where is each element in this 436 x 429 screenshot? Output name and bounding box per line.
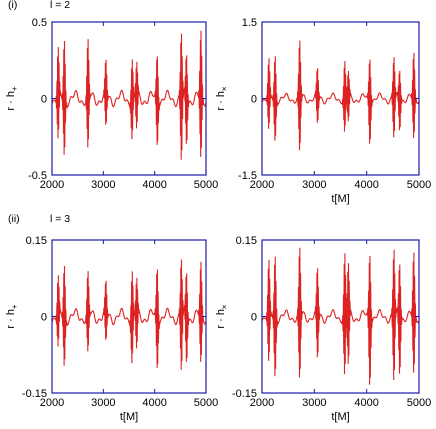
y-tick-label: 1.5: [242, 17, 257, 29]
series-line: [261, 40, 420, 151]
x-tick-label: 4000: [354, 397, 378, 409]
x-tick-label: 2000: [250, 179, 274, 191]
x-axis-label: t[M]: [331, 411, 349, 423]
panel-1: 2000 3000 4000 5000 -0.5 0 0.5 r · h+: [5, 17, 218, 191]
x-tick-label: 5000: [194, 397, 218, 409]
y-tick-label: -1.5: [238, 170, 257, 182]
series-line: [261, 247, 420, 385]
x-axis-label: t[M]: [120, 411, 138, 423]
panel-3: 2000 3000 4000 5000 -0.15 0 0.15 t[M] r · h+: [5, 235, 218, 423]
x-tick-label: 3000: [302, 397, 326, 409]
x-tick-label: 2000: [40, 397, 64, 409]
x-tick-label: 3000: [302, 179, 326, 191]
y-tick-label: 0: [251, 94, 257, 106]
panel-2: 2000 3000 4000 5000 -1.5 0 1.5 t[M] r · h×: [215, 17, 431, 205]
x-tick-label: 4000: [354, 179, 378, 191]
section-ii-label: (ii): [8, 213, 20, 225]
y-axis-label: r · h×: [215, 86, 229, 111]
x-axis-label: t[M]: [331, 193, 349, 205]
section-ii-l-text: l = 3: [50, 213, 70, 225]
x-tick-label: 3000: [91, 179, 115, 191]
x-tick-label: 4000: [142, 179, 166, 191]
y-tick-label: -0.15: [232, 388, 257, 400]
series-line: [51, 259, 207, 370]
y-tick-label: 0.5: [32, 17, 47, 29]
y-tick-label: -0.15: [22, 388, 47, 400]
y-tick-label: 0: [251, 312, 257, 324]
panel-4: 2000 3000 4000 5000 -0.15 0 0.15 t[M] r · h×: [215, 235, 431, 423]
series-line: [51, 30, 207, 160]
y-tick-label: 0.15: [26, 235, 47, 247]
y-tick-label: 0: [41, 312, 47, 324]
x-tick-label: 5000: [194, 179, 218, 191]
y-tick-label: 0: [41, 94, 47, 106]
y-axis-label: r · h×: [215, 304, 229, 329]
x-tick-label: 2000: [40, 179, 64, 191]
y-tick-label: -0.5: [28, 170, 47, 182]
section-i-l-text: l = 2: [50, 0, 70, 11]
x-tick-label: 5000: [407, 397, 431, 409]
section-i-label: (i): [8, 0, 17, 11]
x-tick-label: 3000: [91, 397, 115, 409]
y-axis-label: r · h+: [5, 86, 19, 111]
y-axis-label: r · h+: [5, 304, 19, 329]
y-tick-label: 0.15: [236, 235, 257, 247]
panels: 2000 3000 4000 5000 -0.5 0 0.5 r · h+ 2000 3000 40…: [5, 17, 431, 423]
x-tick-label: 5000: [407, 179, 431, 191]
x-tick-label: 2000: [250, 397, 274, 409]
x-tick-label: 4000: [142, 397, 166, 409]
